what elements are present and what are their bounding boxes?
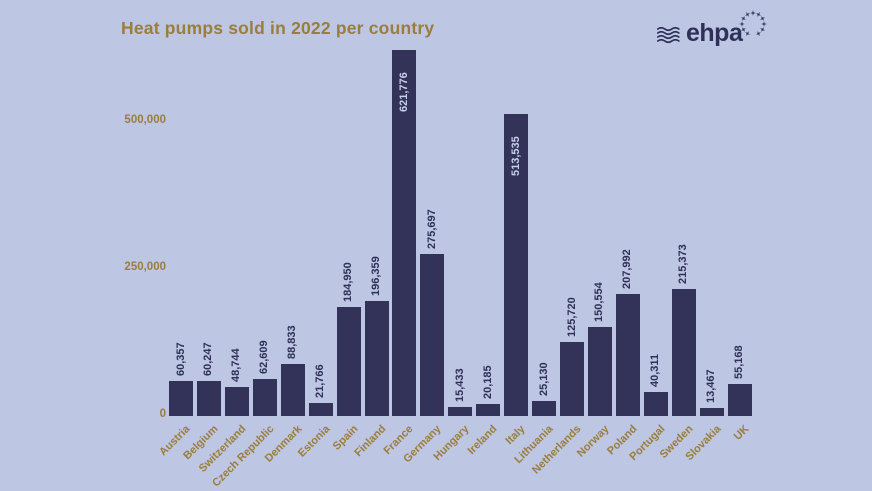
bar-estonia: [308, 403, 333, 416]
bar-value-label-hungary: 15,433: [453, 368, 466, 402]
bar-uk: [727, 383, 752, 416]
bar-slovakia: [699, 408, 724, 416]
bar-value-label-belgium: 60,247: [202, 341, 215, 376]
bar-czech-republic: [252, 379, 277, 416]
bar-value-label-lithuania: 25,130: [537, 362, 550, 397]
bar-value-label-italy: 513,535: [509, 136, 522, 177]
bar-sweden: [671, 289, 696, 416]
bar-lithuania: [532, 401, 557, 416]
bar-italy: [504, 114, 529, 416]
bar-ireland: [476, 404, 501, 416]
bar-finland: [364, 300, 389, 416]
bar-value-label-austria: 60,357: [174, 341, 187, 376]
bar-value-label-norway: 150,554: [593, 282, 606, 323]
bar-value-label-sweden: 215,373: [677, 244, 690, 285]
bar-value-label-netherlands: 125,720: [565, 297, 578, 338]
chart-title: Heat pumps sold in 2022 per country: [121, 18, 435, 38]
bar-value-label-poland: 207,992: [621, 248, 634, 289]
bar-value-label-denmark: 88,833: [286, 325, 299, 359]
y-tick-label-250-000: 250,000: [124, 261, 166, 273]
bar-poland: [615, 293, 640, 416]
y-tick-label-500-000: 500,000: [124, 114, 166, 126]
eu-stars-icon: [739, 10, 768, 38]
bar-value-label-spain: 184,950: [342, 262, 355, 303]
waves-icon: [657, 26, 680, 44]
bar-germany: [420, 253, 445, 416]
bar-france: [392, 50, 417, 416]
bar-switzerland: [224, 387, 249, 416]
bar-value-label-czech-republic: 62,609: [258, 340, 271, 375]
bar-portugal: [643, 392, 668, 416]
logo-text: ehpa: [686, 18, 743, 47]
y-tick-label-0: 0: [159, 408, 166, 420]
bar-value-label-germany: 275,697: [425, 209, 438, 249]
bar-spain: [336, 307, 361, 416]
bar-belgium: [196, 380, 221, 416]
ehpa-logo: ehpa: [656, 10, 770, 50]
x-axis-label-austria: Austria: [157, 423, 193, 459]
bar-value-label-estonia: 21,766: [314, 364, 327, 399]
bar-value-label-finland: 196,359: [370, 255, 382, 296]
bar-value-label-france: 621,776: [397, 72, 410, 113]
bar-norway: [587, 327, 612, 416]
bar-denmark: [280, 363, 305, 416]
bar-austria: [169, 380, 193, 416]
bar-hungary: [448, 406, 473, 416]
bar-value-label-slovakia: 13,467: [705, 369, 718, 404]
bar-value-label-portugal: 40,311: [649, 354, 662, 388]
bar-value-label-switzerland: 48,744: [230, 348, 243, 383]
bar-value-label-uk: 55,168: [733, 344, 746, 379]
bar-netherlands: [560, 342, 585, 416]
bar-value-label-ireland: 20,185: [481, 365, 494, 400]
